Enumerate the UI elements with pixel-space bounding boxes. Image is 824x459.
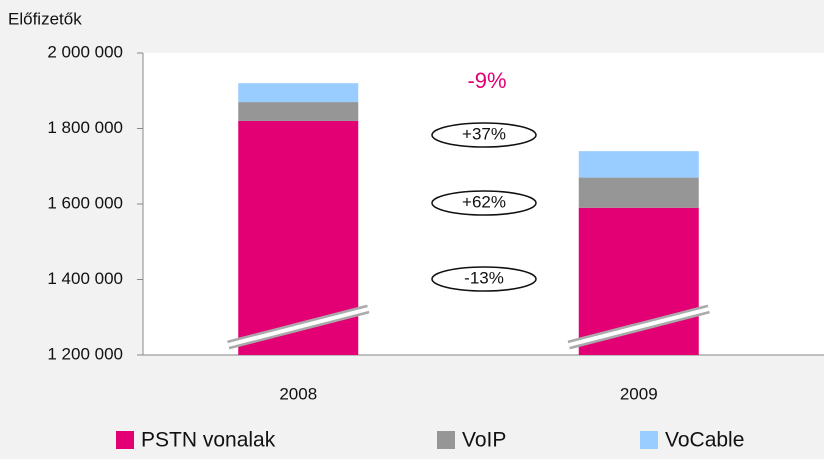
legend-label: PSTN vonalak — [141, 429, 276, 452]
x-tick-label: 2008 — [279, 384, 317, 403]
annotation: +37% — [462, 124, 506, 143]
bar-segment — [578, 151, 699, 178]
y-axis-label: Előfizetők — [8, 9, 82, 28]
annotation: -13% — [464, 268, 504, 287]
y-tick-label: 1 400 000 — [47, 269, 123, 288]
bar-segment — [578, 177, 699, 208]
bar-segment — [238, 102, 359, 121]
annotation-ellipse — [431, 266, 537, 292]
x-tick-label: 2009 — [620, 384, 658, 403]
bar-segment — [238, 83, 359, 103]
bar-segment — [578, 207, 699, 355]
legend-label: VoCable — [665, 429, 744, 452]
y-tick-label: 2 000 000 — [47, 42, 123, 61]
legend-swatch — [640, 431, 658, 449]
y-tick-label: 1 200 000 — [47, 344, 123, 363]
legend-swatch — [437, 431, 455, 449]
legend-swatch — [116, 431, 134, 449]
axis-break — [568, 307, 710, 347]
legend-label: VoIP — [462, 429, 506, 452]
axis-break — [227, 307, 369, 347]
annotation: +62% — [462, 192, 506, 211]
y-tick-label: 1 600 000 — [47, 193, 123, 212]
annotation-ellipse — [431, 190, 537, 216]
annotation-ellipse — [431, 122, 537, 148]
annotation: -9% — [467, 68, 506, 93]
y-tick-label: 1 800 000 — [47, 118, 123, 137]
